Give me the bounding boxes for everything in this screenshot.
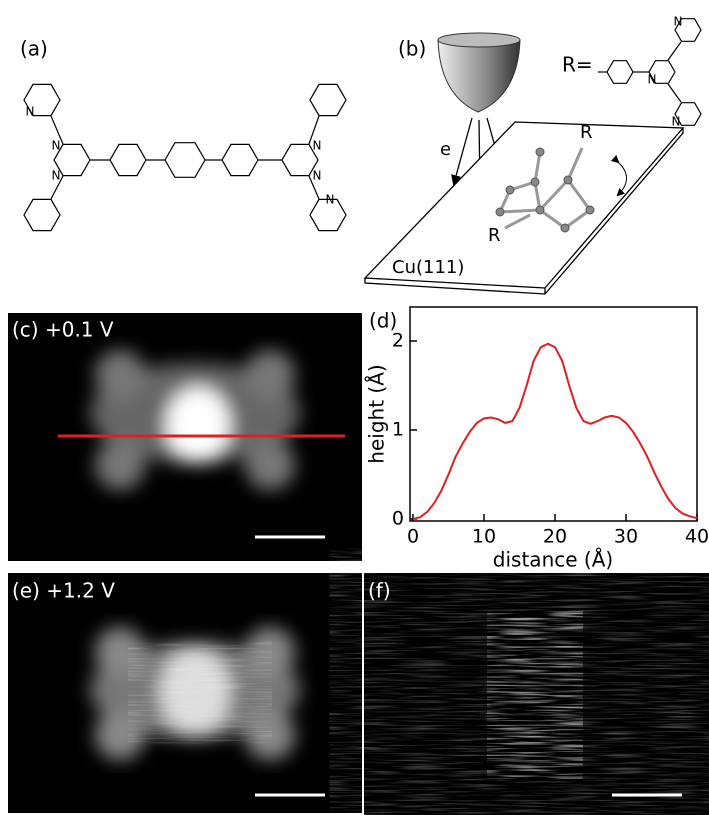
ring: [23, 198, 61, 232]
x-tick-label: 30: [614, 526, 638, 548]
x-tick-label: 10: [472, 526, 496, 548]
ring: [674, 18, 702, 42]
y-tick-label: 0: [392, 508, 404, 530]
panel-label: (c) +0.1 V: [12, 318, 114, 342]
plot-frame: [409, 306, 698, 522]
atom-label: N: [313, 169, 322, 183]
line-chart: (d) distance (Å) height (Å) 0 10 20 30 40 0 1 2: [365, 306, 709, 572]
ring: [606, 60, 634, 84]
panel-label: (a): [20, 37, 48, 61]
data-line: [412, 342, 698, 520]
panel-label: (d): [369, 309, 397, 333]
ring: [164, 142, 206, 178]
panel-label: (b): [398, 37, 426, 61]
y-tick-label: 1: [392, 419, 404, 441]
atoms: [495, 147, 595, 233]
tip-top: [437, 32, 521, 48]
bond: [667, 83, 682, 103]
bond: [667, 41, 682, 61]
scan-noise: [140, 650, 260, 735]
atom-label: N: [326, 193, 335, 207]
bond: [308, 115, 320, 145]
x-tick-label: 40: [685, 526, 709, 548]
atom-label: N: [648, 73, 657, 87]
ring: [109, 143, 147, 177]
x-axis-label: distance (Å): [493, 548, 613, 572]
x-tick-label: 20: [543, 526, 567, 548]
surface-edge: [364, 128, 684, 295]
tip: [437, 39, 521, 113]
stm-molecule: [90, 350, 300, 490]
x-tick-label: 0: [407, 526, 419, 548]
bond: [308, 175, 320, 200]
atom-label: N: [52, 169, 61, 183]
y-tick-label: 2: [392, 330, 404, 352]
group-label: R: [488, 225, 501, 246]
atom-label: N: [313, 139, 322, 153]
electron-label: e: [440, 139, 451, 160]
atom-label: N: [52, 139, 61, 153]
bond: [50, 115, 64, 145]
surface-label: Cu(111): [392, 257, 464, 278]
ring: [674, 102, 702, 126]
substituent-label: R=: [562, 53, 593, 77]
y-axis-label: height (Å): [365, 364, 389, 463]
ring: [309, 83, 347, 117]
panel-label: (e) +1.2 V: [12, 579, 115, 603]
scan-signal: [495, 625, 575, 765]
ring: [23, 83, 61, 117]
rotation-arrow: [610, 154, 627, 197]
bond: [50, 175, 64, 200]
panel-label: (f): [368, 579, 391, 603]
atom-label: N: [26, 105, 35, 119]
ring: [53, 143, 91, 177]
atom-label: N: [674, 15, 683, 29]
ring: [221, 143, 259, 177]
group-label: R: [580, 122, 593, 143]
atom-label: N: [672, 115, 681, 129]
ring: [309, 198, 347, 232]
